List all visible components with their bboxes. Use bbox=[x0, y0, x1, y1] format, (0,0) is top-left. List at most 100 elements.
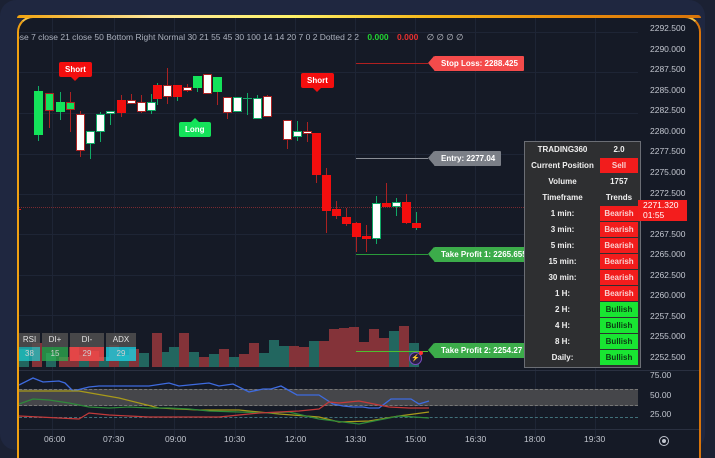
take-profit-1-label: Take Profit 1: 2265.655 bbox=[428, 247, 533, 262]
price-tick: 2290.000 bbox=[650, 44, 686, 54]
adx-value: 29 bbox=[106, 347, 136, 361]
stop-loss-line bbox=[356, 63, 428, 64]
price-tick: 2292.500 bbox=[650, 23, 686, 33]
trend-row: 30 min: Bearish bbox=[525, 270, 640, 285]
price-axis[interactable]: 2292.500 2290.000 2287.500 2285.000 2282… bbox=[638, 18, 699, 458]
bar-countdown: 01:55 bbox=[643, 209, 665, 220]
oscillator-lines bbox=[19, 377, 430, 425]
current-position-value: Sell bbox=[600, 158, 638, 173]
rsi-header: RSI bbox=[19, 333, 40, 347]
panel-version: 2.0 bbox=[613, 145, 625, 154]
status-text: ose 7 close 21 close 50 Bottom Right Nor… bbox=[17, 32, 360, 42]
long-signal-badge: Long bbox=[179, 118, 211, 137]
time-tick: 06:00 bbox=[44, 434, 66, 444]
grid-line bbox=[295, 18, 296, 438]
chart-container[interactable]: ose 7 close 21 close 50 Bottom Right Nor… bbox=[17, 16, 701, 458]
di-plus-value: 15 bbox=[42, 347, 68, 361]
grid-line bbox=[114, 18, 115, 438]
price-tick: 2282.500 bbox=[650, 105, 686, 115]
trend-row: 3 min: Bearish bbox=[525, 222, 640, 237]
short-signal-badge: Short bbox=[59, 62, 92, 81]
volume-value: 1757 bbox=[610, 177, 628, 186]
price-tick: 2255.000 bbox=[650, 331, 686, 341]
price-tick: 2272.500 bbox=[650, 188, 686, 198]
timeframe-header: Timeframe bbox=[542, 193, 583, 202]
trend-value: Bearish bbox=[600, 286, 638, 301]
trend-row: 1 min: Bearish bbox=[525, 206, 640, 221]
take-profit-2-label: Take Profit 2: 2254.27 bbox=[427, 343, 529, 358]
status-green-value: 0.000 bbox=[367, 32, 389, 42]
grid-line bbox=[475, 18, 476, 438]
trend-value: Bearish bbox=[600, 222, 638, 237]
timeframe-label: 1 min: bbox=[550, 209, 575, 218]
current-price: 2271.320 bbox=[643, 200, 679, 210]
time-tick: 12:00 bbox=[285, 434, 307, 444]
price-tick: 2287.500 bbox=[650, 64, 686, 74]
stop-loss-label: Stop Loss: 2288.425 bbox=[428, 56, 524, 71]
grid-line bbox=[19, 234, 638, 235]
entry-label: Entry: 2277.04 bbox=[427, 151, 502, 166]
take-profit-1-line bbox=[356, 254, 428, 255]
price-tick: 2252.500 bbox=[650, 352, 686, 362]
trend-row: 4 H: Bullish bbox=[525, 318, 640, 333]
oscillator-tick: 25.00 bbox=[650, 409, 672, 419]
panel-title: TRADING360 bbox=[537, 145, 588, 154]
indicator-status-line: ose 7 close 21 close 50 Bottom Right Nor… bbox=[17, 32, 464, 43]
di-minus-value: 29 bbox=[70, 347, 104, 361]
current-price-tag: 2271.320 01:55 bbox=[638, 200, 687, 221]
oscillator-band bbox=[19, 389, 638, 406]
gradient-border bbox=[17, 15, 701, 18]
timeframe-label: Daily: bbox=[551, 353, 574, 362]
trend-row: Daily: Bullish bbox=[525, 350, 640, 365]
trading360-panel: TRADING360 2.0 Current Position Sell Volum… bbox=[524, 141, 641, 368]
volume-label: Volume bbox=[548, 177, 577, 186]
price-tick: 2262.500 bbox=[650, 270, 686, 280]
timeframe-label: 5 min: bbox=[550, 241, 575, 250]
di-minus-header: DI- bbox=[70, 333, 104, 347]
grid-line bbox=[19, 113, 638, 114]
trend-value: Bearish bbox=[600, 238, 638, 253]
oscillator-tick: 75.00 bbox=[650, 370, 672, 380]
oscillator-level-line bbox=[19, 417, 638, 418]
rsi-value: 38 bbox=[19, 347, 40, 361]
timeframe-label: 8 H: bbox=[554, 337, 571, 346]
time-tick: 10:30 bbox=[224, 434, 246, 444]
price-tick: 2260.000 bbox=[650, 290, 686, 300]
grid-line bbox=[19, 72, 638, 73]
trend-row: 1 H: Bearish bbox=[525, 286, 640, 301]
entry-line bbox=[356, 158, 428, 159]
current-position-label: Current Position bbox=[531, 161, 594, 170]
short-signal-badge: Short bbox=[301, 73, 334, 92]
time-tick: 07:30 bbox=[103, 434, 125, 444]
status-red-value: 0.000 bbox=[397, 32, 419, 42]
trend-value: Bullish bbox=[600, 302, 638, 317]
grid-line bbox=[19, 275, 638, 276]
timeframe-label: 30 min: bbox=[548, 273, 577, 282]
di-plus-header: DI+ bbox=[42, 333, 68, 347]
price-tick: 2277.500 bbox=[650, 146, 686, 156]
timeframe-label: 1 H: bbox=[554, 289, 571, 298]
time-axis[interactable]: 06:00 07:30 09:00 10:30 12:00 13:30 15:0… bbox=[19, 431, 699, 451]
grid-line bbox=[235, 18, 236, 438]
time-tick: 18:00 bbox=[524, 434, 546, 444]
price-tick: 2267.500 bbox=[650, 229, 686, 239]
bolt-icon[interactable]: ⚡ bbox=[409, 351, 423, 365]
trend-row: 8 H: Bullish bbox=[525, 334, 640, 349]
trend-row: 15 min: Bearish bbox=[525, 254, 640, 269]
status-trailing: ∅ ∅ ∅ ∅ bbox=[426, 32, 464, 42]
price-tick: 2265.000 bbox=[650, 249, 686, 259]
trend-value: Bearish bbox=[600, 270, 638, 285]
trend-row: 2 H: Bullish bbox=[525, 302, 640, 317]
trend-value: Bullish bbox=[600, 318, 638, 333]
trend-value: Bearish bbox=[600, 254, 638, 269]
time-tick: 09:00 bbox=[165, 434, 187, 444]
trend-value: Bullish bbox=[600, 350, 638, 365]
pane-separator[interactable] bbox=[19, 370, 699, 371]
grid-line bbox=[52, 18, 53, 438]
price-tick: 2275.000 bbox=[650, 167, 686, 177]
time-tick: 16:30 bbox=[465, 434, 487, 444]
grid-line bbox=[415, 18, 416, 438]
settings-gear-icon[interactable] bbox=[659, 436, 669, 446]
timeframe-label: 3 min: bbox=[550, 225, 575, 234]
oscillator-tick: 50.00 bbox=[650, 390, 672, 400]
